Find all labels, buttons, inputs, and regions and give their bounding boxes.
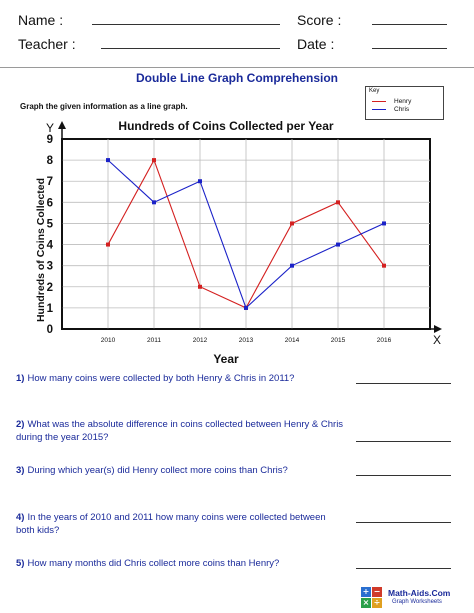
- answer-line-1[interactable]: [356, 383, 451, 384]
- question-2-text: What was the absolute difference in coin…: [16, 419, 344, 443]
- y-tick-label: 2: [47, 282, 53, 294]
- answer-line-3[interactable]: [356, 475, 451, 476]
- chart-title: Hundreds of Coins Collected per Year: [118, 119, 333, 133]
- x-axis-letter: X: [433, 333, 441, 347]
- y-tick-label: 6: [47, 197, 53, 209]
- x-tick-label: 2016: [377, 337, 392, 344]
- y-tick-label: 9: [47, 134, 53, 146]
- header-divider: [0, 67, 474, 68]
- question-3: 3) During which year(s) did Henry collect…: [16, 464, 346, 477]
- y-axis-arrow-icon: [58, 121, 66, 129]
- score-field[interactable]: [372, 24, 447, 25]
- data-point-henry: [152, 158, 156, 163]
- x-tick-label: 2013: [239, 337, 254, 344]
- x-tick-label: 2015: [331, 337, 346, 344]
- y-tick-label: 4: [47, 240, 54, 252]
- key-title: Key: [369, 88, 380, 94]
- key-label-chris: Chris: [394, 106, 410, 113]
- key-swatch-henry: [372, 101, 386, 102]
- key-swatch-chris: [372, 109, 386, 110]
- logo-minus-icon: −: [372, 587, 382, 597]
- question-4: 4) In the years of 2010 and 2011 how many…: [16, 511, 346, 537]
- data-point-chris: [152, 200, 156, 205]
- data-point-henry: [336, 200, 340, 205]
- data-point-henry: [106, 242, 110, 247]
- x-axis-arrow-icon: [434, 325, 442, 333]
- y-axis-letter: Y: [46, 121, 54, 135]
- date-label: Date :: [297, 36, 335, 52]
- chart-ylabel: Hundreds of Coins Collected: [35, 178, 47, 322]
- data-point-chris: [336, 242, 340, 247]
- key-label-henry: Henry: [394, 98, 412, 105]
- data-point-chris: [382, 221, 386, 226]
- data-point-henry: [382, 263, 386, 268]
- date-field[interactable]: [372, 48, 447, 49]
- data-point-chris: [106, 158, 110, 163]
- x-tick-label: 2012: [193, 337, 208, 344]
- data-point-henry: [198, 284, 202, 289]
- question-3-text: During which year(s) did Henry collect m…: [27, 465, 288, 476]
- question-3-number: 3): [16, 465, 25, 476]
- question-1-number: 1): [16, 373, 25, 384]
- x-tick-label: 2011: [147, 337, 161, 344]
- y-tick-label: 1: [47, 303, 54, 315]
- answer-line-5[interactable]: [356, 568, 451, 569]
- line-chart: Hundreds of Coins Collected per Year Hun…: [35, 119, 442, 366]
- question-4-number: 4): [16, 512, 25, 523]
- brand-name[interactable]: Math-Aids.Com: [388, 588, 451, 598]
- answer-line-2[interactable]: [356, 441, 451, 442]
- data-point-henry: [290, 221, 294, 226]
- question-2: 2) What was the absolute difference in co…: [16, 418, 346, 444]
- math-aids-logo: + − × ÷: [361, 587, 383, 609]
- question-5: 5) How many months did Chris collect more…: [16, 557, 346, 570]
- worksheet-title: Double Line Graph Comprehension: [135, 71, 338, 85]
- data-point-chris: [290, 263, 294, 268]
- question-1: 1) How many coins were collected by both …: [16, 372, 346, 385]
- x-tick-label: 2010: [101, 337, 116, 344]
- question-1-text: How many coins were collected by both He…: [27, 373, 295, 384]
- y-tick-label: 8: [47, 155, 54, 167]
- logo-divide-icon: ÷: [372, 598, 382, 608]
- question-4-text: In the years of 2010 and 2011 how many c…: [16, 512, 326, 536]
- logo-times-icon: ×: [361, 598, 371, 608]
- logo-plus-icon: +: [361, 587, 371, 597]
- brand-subtitle: Graph Worksheets: [392, 599, 442, 605]
- y-tick-label: 5: [47, 218, 54, 230]
- name-field[interactable]: [92, 24, 280, 25]
- instruction-text: Graph the given information as a line gr…: [20, 102, 188, 111]
- chart-xlabel: Year: [213, 352, 239, 366]
- question-5-text: How many months did Chris collect more c…: [27, 558, 280, 569]
- y-tick-label: 7: [47, 176, 53, 188]
- teacher-label: Teacher :: [18, 36, 76, 52]
- question-2-number: 2): [16, 419, 25, 430]
- teacher-field[interactable]: [101, 48, 280, 49]
- y-tick-label: 0: [47, 324, 53, 336]
- name-label: Name :: [18, 12, 64, 28]
- chart-key: Key Henry Chris: [365, 86, 444, 120]
- question-5-number: 5): [16, 558, 25, 569]
- y-tick-label: 3: [47, 261, 53, 273]
- data-point-chris: [244, 305, 248, 310]
- score-label: Score :: [297, 12, 342, 28]
- answer-line-4[interactable]: [356, 522, 451, 523]
- data-point-chris: [198, 179, 202, 184]
- x-tick-label: 2014: [285, 337, 300, 344]
